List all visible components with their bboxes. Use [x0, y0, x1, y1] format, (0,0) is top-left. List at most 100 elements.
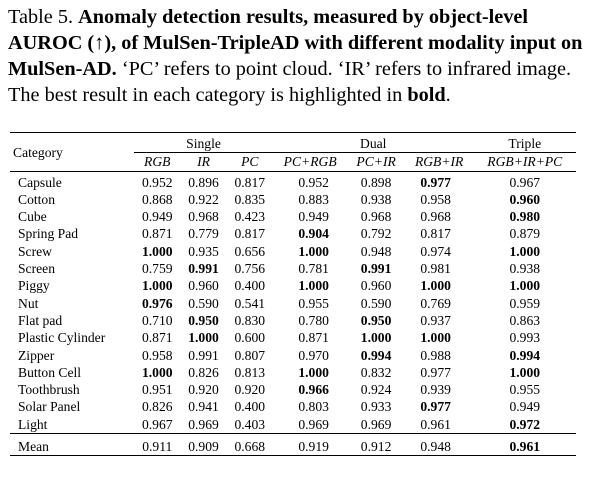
value-cell: 0.960: [360, 278, 392, 294]
value-cell: 0.826: [188, 364, 219, 380]
table-row: Toothbrush 0.951 0.920 0.920 0.966 0.924 0.939…: [10, 381, 576, 398]
value-cell: 1.000: [298, 243, 329, 259]
value-cell: 0.972: [509, 416, 541, 432]
value-cell: 0.922: [188, 191, 219, 207]
value-cell: 0.977: [420, 364, 451, 380]
category-cell: Capsule: [18, 174, 62, 190]
value-cell: 0.994: [360, 347, 392, 363]
value-cell: 0.911: [142, 439, 173, 455]
table-body: Capsule 0.952 0.896 0.817 0.952 0.898 0.977 0.9…: [10, 174, 576, 434]
value-cell: 0.792: [360, 226, 392, 242]
value-cell: 0.977: [420, 174, 451, 190]
value-cell: 0.920: [234, 382, 266, 398]
value-cell: 0.879: [509, 226, 541, 242]
value-cell: 0.949: [298, 209, 329, 225]
caption-end: .: [445, 84, 451, 106]
value-cell: 0.991: [360, 261, 392, 277]
value-cell: 0.959: [509, 295, 541, 311]
value-cell: 0.967: [141, 416, 173, 432]
value-cell: 0.590: [188, 295, 219, 311]
value-cell: 1.000: [420, 278, 451, 294]
value-cell: 1.000: [509, 243, 541, 259]
value-cell: 0.968: [360, 209, 392, 225]
category-cell: Button Cell: [18, 364, 82, 380]
caption-description: ‘PC’ refers to point cloud. ‘IR’ refers …: [8, 58, 572, 106]
column-header-rgb-ir: RGB+IR: [414, 154, 464, 170]
value-cell: 0.969: [360, 416, 392, 432]
value-cell: 0.883: [298, 191, 329, 207]
value-cell: 0.920: [188, 382, 219, 398]
value-cell: 0.969: [298, 416, 329, 432]
value-cell: 1.000: [141, 364, 173, 380]
value-cell: 0.400: [234, 278, 266, 294]
value-cell: 1.000: [509, 364, 541, 380]
value-cell: 1.000: [420, 330, 451, 346]
column-header-rgb-ir-pc: RGB+IR+PC: [487, 154, 563, 170]
value-cell: 0.939: [420, 382, 451, 398]
value-cell: 0.904: [298, 226, 329, 242]
group-dual-header: Dual: [272, 135, 474, 154]
value-cell: 0.970: [298, 347, 329, 363]
table-row: Nut 0.976 0.590 0.541 0.955 0.590 0.769 0.959: [10, 295, 576, 312]
value-cell: 0.991: [188, 261, 219, 277]
value-cell: 0.968: [188, 209, 219, 225]
value-cell: 0.898: [360, 174, 392, 190]
value-cell: 0.988: [420, 347, 451, 363]
value-cell: 0.961: [509, 439, 541, 455]
value-cell: 0.949: [509, 399, 541, 415]
value-cell: 0.958: [420, 191, 451, 207]
value-cell: 0.948: [420, 439, 451, 455]
value-cell: 0.980: [509, 209, 541, 225]
table-caption: Table 5. Anomaly detection results, meas…: [8, 4, 583, 108]
value-cell: 0.966: [298, 382, 329, 398]
value-cell: 0.817: [234, 226, 266, 242]
value-cell: 0.871: [141, 330, 173, 346]
value-cell: 1.000: [298, 278, 329, 294]
value-cell: 0.756: [234, 261, 266, 277]
column-header-rgb: RGB: [144, 154, 171, 170]
value-cell: 0.830: [234, 312, 266, 328]
value-cell: 0.656: [234, 243, 266, 259]
category-cell: Toothbrush: [18, 382, 80, 398]
value-cell: 0.977: [420, 399, 451, 415]
column-header-pc-ir: PC+IR: [356, 154, 396, 170]
value-cell: 0.590: [360, 295, 392, 311]
category-cell: Piggy: [18, 278, 50, 294]
value-cell: 0.826: [141, 399, 173, 415]
value-cell: 0.950: [188, 312, 219, 328]
table-row: Capsule 0.952 0.896 0.817 0.952 0.898 0.977 0.9…: [10, 174, 576, 191]
table-row: Screw 1.000 0.935 0.656 1.000 0.948 0.974 1.000: [10, 243, 576, 260]
category-cell: Screw: [18, 243, 52, 259]
value-cell: 0.948: [360, 243, 392, 259]
value-cell: 0.935: [188, 243, 219, 259]
table-row: Light 0.967 0.969 0.403 0.969 0.969 0.961 0.972: [10, 416, 576, 434]
category-cell: Cube: [18, 209, 47, 225]
value-cell: 0.938: [509, 261, 541, 277]
value-cell: 0.600: [234, 330, 266, 346]
value-cell: 0.933: [360, 399, 392, 415]
table-row: Cotton 0.868 0.922 0.835 0.883 0.938 0.958 0.96…: [10, 191, 576, 208]
value-cell: 0.937: [420, 312, 451, 328]
category-cell: Zipper: [18, 347, 55, 363]
table-row: Spring Pad 0.871 0.779 0.817 0.904 0.792 0.817…: [10, 225, 576, 242]
value-cell: 0.759: [141, 261, 173, 277]
value-cell: 0.817: [420, 226, 451, 242]
value-cell: 0.832: [360, 364, 392, 380]
value-cell: 0.976: [141, 295, 173, 311]
column-header-ir: IR: [197, 154, 210, 170]
value-cell: 1.000: [188, 330, 219, 346]
value-cell: 0.769: [420, 295, 451, 311]
value-cell: 0.958: [141, 347, 173, 363]
value-cell: 0.400: [234, 399, 266, 415]
value-cell: 0.909: [188, 439, 219, 455]
column-header-pc: PC: [241, 154, 259, 170]
value-cell: 0.868: [141, 191, 173, 207]
table-row: Plastic Cylinder 0.871 1.000 0.600 0.871 1.00…: [10, 329, 576, 346]
value-cell: 0.993: [509, 330, 541, 346]
value-cell: 1.000: [298, 364, 329, 380]
caption-bold-word: bold: [407, 84, 446, 106]
category-header: Category: [13, 145, 63, 161]
value-cell: 0.919: [298, 439, 329, 455]
value-cell: 0.952: [298, 174, 329, 190]
